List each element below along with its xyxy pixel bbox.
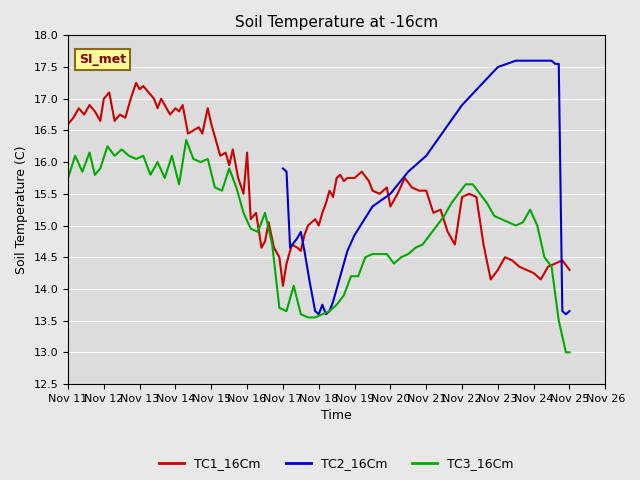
Legend: TC1_16Cm, TC2_16Cm, TC3_16Cm: TC1_16Cm, TC2_16Cm, TC3_16Cm [154, 452, 519, 475]
Text: SI_met: SI_met [79, 53, 126, 66]
Title: Soil Temperature at -16cm: Soil Temperature at -16cm [235, 15, 438, 30]
X-axis label: Time: Time [321, 409, 352, 422]
Y-axis label: Soil Temperature (C): Soil Temperature (C) [15, 145, 28, 274]
